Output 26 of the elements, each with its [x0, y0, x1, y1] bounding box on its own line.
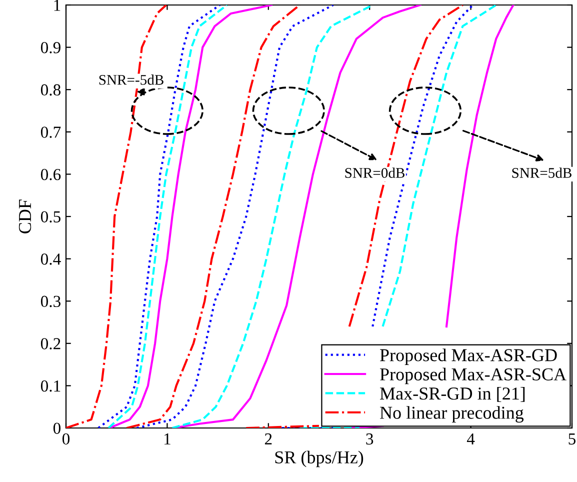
x-tick-label: 4: [466, 433, 475, 444]
y-axis-title: CDF: [18, 200, 32, 234]
legend-label: Max-SR-GD in [21]: [380, 386, 525, 402]
annotation: SNR=-5dB: [99, 74, 164, 85]
x-tick-label: 3: [366, 433, 374, 445]
x-tick-label: 2: [264, 433, 272, 444]
y-tick-label: 0.2: [40, 338, 60, 350]
y-tick-label: 0.1: [40, 380, 60, 392]
x-tick-label: 0: [62, 433, 70, 445]
y-tick-label: 1: [54, 0, 60, 11]
annotation: SNR=0dB: [345, 168, 404, 178]
legend-label: No linear precoding: [380, 406, 524, 423]
y-tick-label: 0.9: [40, 42, 60, 54]
y-tick-label: 0.6: [40, 168, 61, 180]
y-tick-label: 0.3: [40, 296, 60, 308]
y-tick-label: 0: [53, 422, 61, 434]
x-tick-label: 1: [164, 433, 170, 444]
annotation: SNR=5dB: [512, 168, 572, 178]
x-tick-label: 5: [568, 434, 576, 445]
y-tick-label: 0.5: [40, 211, 60, 223]
legend-label: Proposed Max-ASR-GD: [380, 348, 557, 365]
y-tick-label: 0.7: [40, 126, 61, 138]
legend-label: Proposed Max-ASR-SCA: [380, 368, 566, 384]
y-tick-label: 0.8: [40, 84, 61, 96]
x-axis-title: SR (bps/Hz): [275, 450, 364, 468]
y-tick-label: 0.4: [40, 254, 61, 265]
